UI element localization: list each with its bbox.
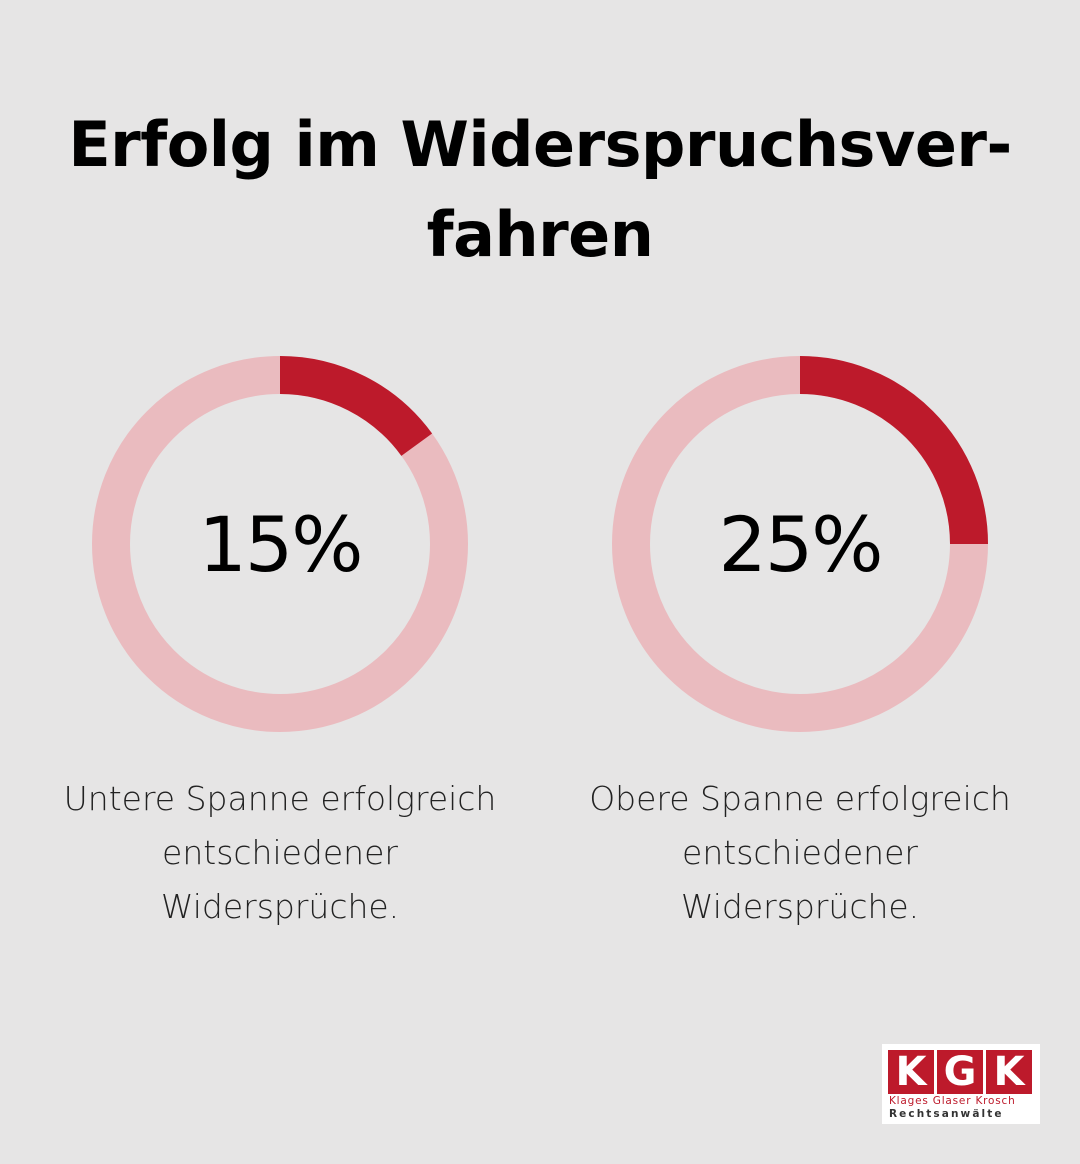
- caption-upper: Obere Spanne erfolgreich entschiedener W…: [550, 772, 1050, 934]
- logo-subtitle: Rechtsanwälte: [889, 1108, 1004, 1120]
- logo-letter: K: [888, 1050, 934, 1094]
- title-line-1: Erfolg im Widerspruchsver-: [68, 108, 1012, 181]
- donut-value-label: 15%: [198, 499, 364, 589]
- logo-letter: K: [986, 1050, 1032, 1094]
- donut-value-arc: [799, 356, 988, 545]
- kgk-logo: K G K Klages Glaser Krosch Rechtsanwälte: [882, 1044, 1040, 1124]
- caption-line: Widersprüche.: [160, 887, 400, 926]
- caption-line: Widersprüche.: [680, 887, 920, 926]
- caption-line: Untere Spanne erfolgreich: [63, 779, 497, 818]
- donut-svg-lower: [92, 356, 468, 732]
- caption-line: Obere Spanne erfolgreich: [589, 779, 1011, 818]
- caption-lower: Untere Spanne erfolgreich entschiedener …: [30, 772, 530, 934]
- caption-line: entschiedener: [682, 833, 918, 872]
- donut-value-arc: [279, 356, 433, 457]
- logo-letters: K G K: [888, 1050, 1032, 1094]
- page-title: Erfolg im Widerspruchsver- fahren: [0, 100, 1080, 280]
- donut-chart-lower: 15%: [90, 354, 470, 734]
- logo-names: Klages Glaser Krosch: [889, 1095, 1016, 1107]
- donut-svg-upper: [612, 356, 988, 732]
- caption-line: entschiedener: [162, 833, 398, 872]
- logo-letter: G: [937, 1050, 983, 1094]
- title-line-2: fahren: [426, 198, 654, 271]
- donut-chart-upper: 25%: [610, 354, 990, 734]
- donut-value-label: 25%: [718, 499, 884, 589]
